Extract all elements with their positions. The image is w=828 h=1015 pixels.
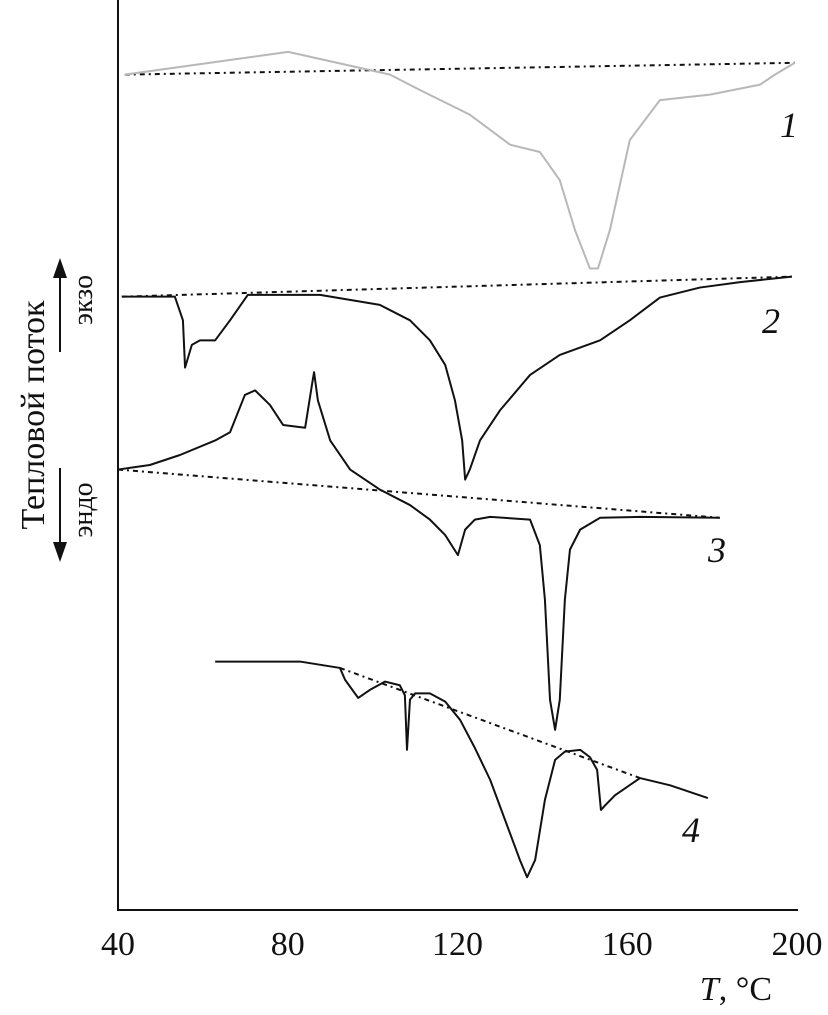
dsc-curve-3 bbox=[117, 371, 720, 731]
baseline-1 bbox=[124, 61, 795, 76]
x-tick-label: 120 bbox=[432, 926, 483, 963]
curve-label-3: 3 bbox=[707, 530, 726, 570]
x-tick-label: 160 bbox=[602, 926, 653, 963]
baseline-4 bbox=[339, 667, 641, 779]
dsc-curve-4 bbox=[215, 660, 709, 879]
y-axis-label: Тепловой поток bbox=[15, 300, 52, 529]
curve-label-1: 1 bbox=[780, 105, 798, 145]
endo-label: эндо bbox=[68, 482, 99, 537]
x-axis-label: T, °C bbox=[700, 971, 772, 1008]
baseline-3 bbox=[117, 468, 720, 519]
curve-label-2: 2 bbox=[762, 301, 780, 341]
exo-label: экзо bbox=[68, 275, 99, 325]
curve-label-4: 4 bbox=[682, 810, 700, 850]
dsc-curve-1 bbox=[124, 50, 796, 270]
baseline-2 bbox=[121, 275, 792, 298]
x-tick-label: 200 bbox=[772, 926, 823, 963]
x-tick-label: 80 bbox=[271, 926, 305, 963]
dsc-curve-2 bbox=[121, 275, 793, 481]
x-tick-label: 40 bbox=[101, 926, 135, 963]
exo-arrow-icon bbox=[53, 258, 67, 352]
endo-arrow-icon bbox=[53, 468, 67, 562]
